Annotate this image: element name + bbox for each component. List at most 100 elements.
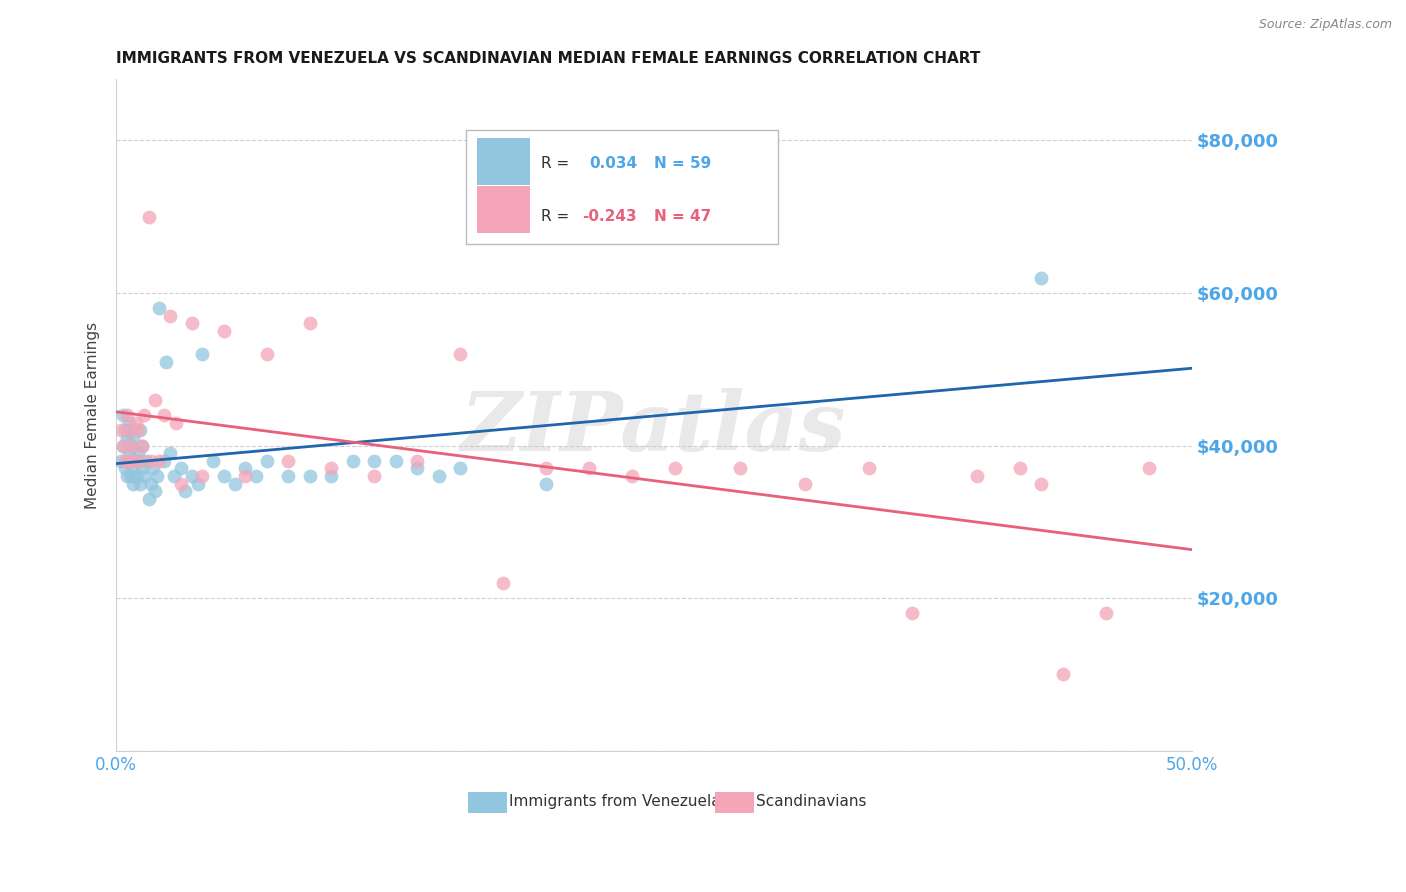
Point [202,454,225,468]
Point [159,446,181,460]
Point [134,408,156,422]
Point [901,607,924,621]
Point [129,454,152,468]
Point [115,454,138,468]
Point [127,423,149,437]
Point [363,454,385,468]
Point [148,454,170,468]
Point [122,454,145,468]
Point [139,454,162,468]
Point [212,324,235,338]
Point [298,469,321,483]
Point [728,461,751,475]
Text: N = 59: N = 59 [654,155,711,170]
Point [256,347,278,361]
Point [120,438,142,452]
Point [793,476,815,491]
Point [277,469,299,483]
Point [1008,461,1031,475]
Point [492,575,515,590]
Point [120,438,142,452]
Point [363,469,385,483]
Point [664,461,686,475]
Point [127,446,149,460]
Point [138,210,160,224]
Point [536,461,558,475]
Point [159,309,181,323]
FancyBboxPatch shape [716,792,754,814]
Point [187,476,209,491]
Point [180,469,202,483]
Point [191,347,214,361]
Text: R =: R = [541,155,579,170]
Point [122,461,145,475]
Text: N = 47: N = 47 [654,210,711,224]
Point [114,461,136,475]
Point [122,431,145,445]
Point [180,317,202,331]
Point [1052,667,1074,681]
Point [578,461,600,475]
Point [449,461,471,475]
Point [143,392,166,407]
Point [406,454,429,468]
Point [111,408,134,422]
Point [152,454,174,468]
Point [256,454,278,468]
Text: IMMIGRANTS FROM VENEZUELA VS SCANDINAVIAN MEDIAN FEMALE EARNINGS CORRELATION CHA: IMMIGRANTS FROM VENEZUELA VS SCANDINAVIA… [117,51,980,66]
Text: Scandinavians: Scandinavians [756,794,866,808]
Point [321,469,343,483]
Point [148,301,170,316]
FancyBboxPatch shape [477,137,530,185]
Point [124,454,146,468]
Point [129,423,152,437]
Point [134,469,156,483]
FancyBboxPatch shape [465,129,778,244]
Text: Immigrants from Venezuela: Immigrants from Venezuela [509,794,720,808]
Point [139,476,162,491]
Point [321,461,343,475]
Point [118,454,141,468]
Point [174,484,197,499]
Point [427,469,450,483]
Point [120,469,142,483]
Point [146,469,169,483]
Y-axis label: Median Female Earnings: Median Female Earnings [86,321,100,508]
Point [124,469,146,483]
Point [385,454,408,468]
Point [233,469,256,483]
Point [110,454,132,468]
Point [120,454,142,468]
Point [163,469,186,483]
Point [114,423,136,437]
Text: ZIPatlas: ZIPatlas [461,388,846,468]
Point [138,491,160,506]
Point [110,423,132,437]
Point [1029,270,1052,285]
Point [135,454,157,468]
Point [621,469,644,483]
Point [166,416,188,430]
Point [536,476,558,491]
Point [129,476,152,491]
Point [1029,476,1052,491]
Point [124,416,146,430]
Point [224,476,246,491]
Point [170,461,193,475]
Point [118,423,141,437]
Point [131,438,153,452]
Text: Source: ZipAtlas.com: Source: ZipAtlas.com [1258,18,1392,31]
Point [1094,607,1116,621]
Point [170,476,193,491]
Point [115,469,138,483]
Point [406,461,429,475]
Point [143,484,166,499]
Text: -0.243: -0.243 [582,210,637,224]
Point [233,461,256,475]
Point [115,408,138,422]
Point [277,454,299,468]
Point [1137,461,1160,475]
Text: R =: R = [541,210,574,224]
Point [858,461,880,475]
Point [449,347,471,361]
